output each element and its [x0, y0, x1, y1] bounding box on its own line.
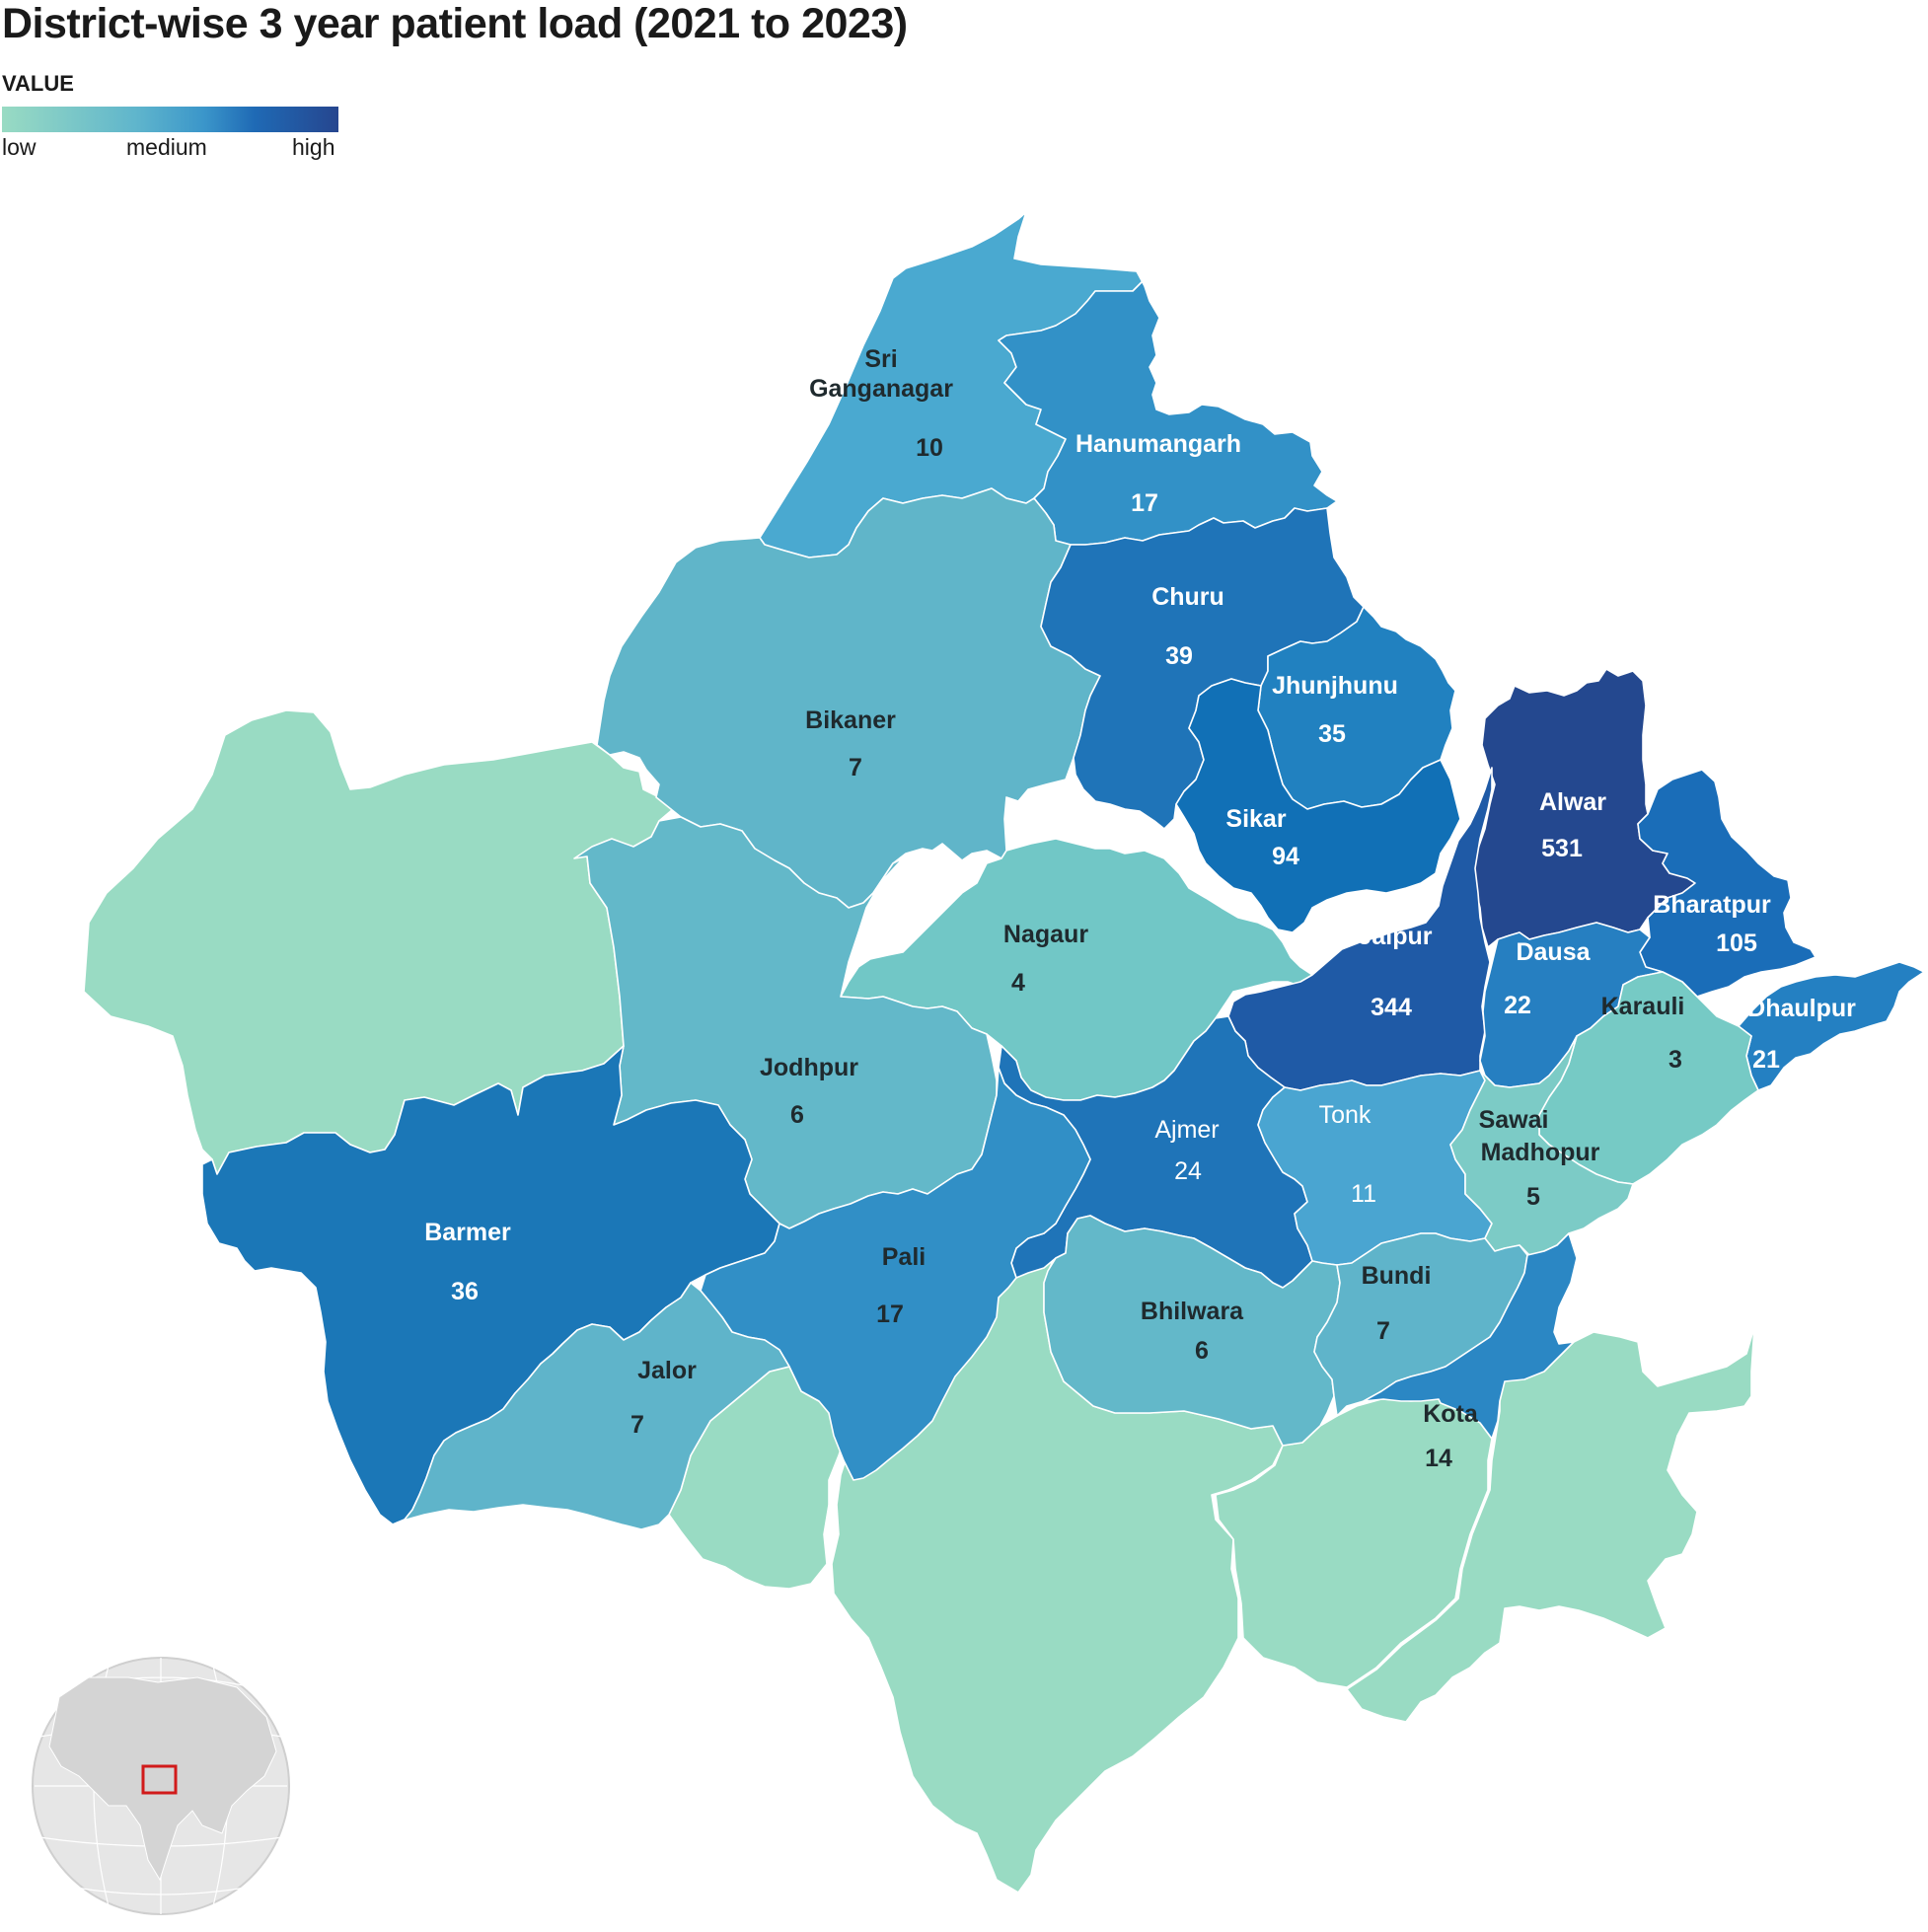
label-jodhpur: Jodhpur	[760, 1054, 858, 1081]
label-alwar: Alwar	[1539, 788, 1606, 816]
value-sawai-madhopur: 5	[1526, 1183, 1540, 1211]
label-jhunjhunu: Jhunjhunu	[1272, 672, 1398, 700]
value-barmer: 36	[451, 1278, 479, 1305]
value-dhaulpur: 21	[1752, 1046, 1780, 1074]
district-kota[interactable]	[1363, 1232, 1578, 1440]
label-tonk: Tonk	[1319, 1101, 1372, 1129]
district-sawai-madhopur[interactable]	[1449, 1035, 1634, 1256]
value-hanumangarh: 17	[1131, 489, 1158, 517]
label-bharatpur: Bharatpur	[1653, 891, 1771, 919]
label-dhaulpur: Dhaulpur	[1747, 995, 1856, 1022]
district-bharatpur[interactable]	[1637, 769, 1817, 998]
label-sikar: Sikar	[1225, 805, 1286, 833]
label-bikaner: Bikaner	[805, 706, 896, 734]
legend-tick-low: low	[2, 134, 37, 160]
value-bundi: 7	[1376, 1317, 1390, 1345]
label-bundi: Bundi	[1362, 1262, 1432, 1290]
locator-marker	[141, 1764, 178, 1795]
value-karauli: 3	[1668, 1046, 1682, 1074]
jhalawar-baran-region	[1346, 1326, 1755, 1723]
value-sri-ganganagar: 10	[916, 434, 943, 462]
value-jalor: 7	[630, 1411, 644, 1439]
legend-color-bar	[2, 107, 338, 132]
value-kota: 14	[1425, 1445, 1452, 1472]
value-bhilwara: 6	[1195, 1337, 1209, 1365]
label-pali: Pali	[882, 1243, 926, 1271]
label-dausa: Dausa	[1516, 938, 1591, 966]
label-karauli: Karauli	[1601, 993, 1685, 1020]
value-dausa: 22	[1504, 992, 1531, 1019]
district-jalor[interactable]	[392, 1282, 790, 1530]
label-barmer: Barmer	[424, 1219, 511, 1246]
label-bhilwara: Bhilwara	[1141, 1298, 1244, 1325]
label-jalor: Jalor	[637, 1357, 697, 1384]
value-jaipur: 344	[1371, 994, 1412, 1021]
label-jaipur: Jaipur	[1358, 923, 1432, 950]
label-sri-ganganagar-line2: Ganganagar	[809, 375, 953, 403]
value-churu: 39	[1165, 642, 1193, 670]
value-pali: 17	[876, 1300, 904, 1328]
value-bharatpur: 105	[1716, 929, 1757, 957]
legend-tick-medium: medium	[126, 134, 207, 160]
globe-land	[48, 1676, 277, 1882]
label-sawai-madhopur-line1: Sawai	[1479, 1106, 1549, 1134]
page-title: District-wise 3 year patient load (2021 …	[2, 0, 908, 47]
label-nagaur: Nagaur	[1003, 921, 1088, 948]
label-sri-ganganagar-line1: Sri	[864, 345, 897, 373]
value-ajmer: 24	[1174, 1157, 1202, 1185]
label-sawai-madhopur-line2: Madhopur	[1481, 1139, 1600, 1166]
value-sikar: 94	[1272, 843, 1299, 870]
value-alwar: 531	[1541, 835, 1583, 862]
label-churu: Churu	[1151, 583, 1224, 611]
label-ajmer: Ajmer	[1154, 1116, 1219, 1144]
data-districts	[201, 211, 1925, 1530]
label-kota: Kota	[1423, 1400, 1479, 1428]
value-jodhpur: 6	[790, 1101, 804, 1129]
district-sikar[interactable]	[1175, 678, 1461, 933]
inset-globe-locator	[32, 1657, 290, 1915]
district-dhaulpur[interactable]	[1738, 961, 1925, 1091]
legend-heading: VALUE	[2, 71, 74, 96]
label-hanumangarh: Hanumangarh	[1075, 430, 1241, 458]
value-tonk: 11	[1351, 1180, 1376, 1208]
legend-tick-high: high	[292, 134, 335, 160]
value-jhunjhunu: 35	[1318, 720, 1346, 748]
value-nagaur: 4	[1011, 969, 1025, 997]
value-bikaner: 7	[849, 754, 862, 781]
